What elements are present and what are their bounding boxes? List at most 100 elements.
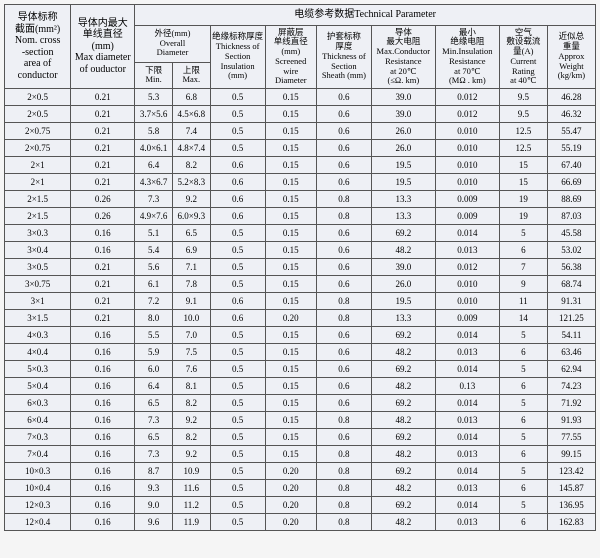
table-cell: 0.8: [316, 208, 371, 225]
col-current-rating: 空气敷设载流量(A)CurrentRatingat 40℃: [499, 25, 547, 89]
table-cell: 0.15: [265, 361, 316, 378]
table-cell: 0.5: [210, 225, 265, 242]
table-cell: 0.5: [210, 123, 265, 140]
table-cell: 4×0.3: [5, 327, 71, 344]
table-cell: 26.0: [371, 140, 435, 157]
table-cell: 5.8: [135, 123, 173, 140]
table-row: 3×0.750.216.17.80.50.150.626.00.010968.7…: [5, 276, 596, 293]
table-cell: 136.95: [547, 497, 595, 514]
table-cell: 0.15: [265, 191, 316, 208]
table-cell: 5: [499, 395, 547, 412]
col-min: 下限Min.: [135, 62, 173, 89]
table-cell: 66.69: [547, 174, 595, 191]
table-cell: 0.8: [316, 480, 371, 497]
table-cell: 0.16: [71, 344, 135, 361]
table-cell: 2×1.5: [5, 191, 71, 208]
table-cell: 11.2: [172, 497, 210, 514]
table-cell: 2×1.5: [5, 208, 71, 225]
table-cell: 69.2: [371, 327, 435, 344]
table-cell: 19.5: [371, 174, 435, 191]
table-cell: 10.0: [172, 310, 210, 327]
table-row: 4×0.30.165.57.00.50.150.669.20.014554.11: [5, 327, 596, 344]
table-row: 6×0.30.166.58.20.50.150.669.20.014571.92: [5, 395, 596, 412]
table-cell: 0.6: [210, 174, 265, 191]
table-cell: 0.21: [71, 174, 135, 191]
table-cell: 11.6: [172, 480, 210, 497]
table-cell: 0.6: [210, 208, 265, 225]
table-cell: 0.20: [265, 310, 316, 327]
table-cell: 11: [499, 293, 547, 310]
table-cell: 69.2: [371, 225, 435, 242]
table-cell: 0.5: [210, 378, 265, 395]
table-cell: 9.5: [499, 89, 547, 106]
table-cell: 0.6: [316, 259, 371, 276]
table-cell: 0.013: [435, 480, 499, 497]
table-cell: 0.8: [316, 191, 371, 208]
table-cell: 5.6: [135, 259, 173, 276]
table-cell: 12×0.4: [5, 514, 71, 531]
table-cell: 7.3: [135, 412, 173, 429]
table-cell: 5.9: [135, 344, 173, 361]
table-cell: 0.014: [435, 327, 499, 344]
col-insulation-thickness: 绝缘标称厚度Thickness ofSectionInsulation(mm): [210, 25, 265, 89]
col-approx-weight: 近似总重量ApproxWeight(kg/km): [547, 25, 595, 89]
table-cell: 7×0.4: [5, 446, 71, 463]
col-tech-param: 电缆参考数据Technical Parameter: [135, 5, 596, 26]
table-cell: 5.1: [135, 225, 173, 242]
table-cell: 14: [499, 310, 547, 327]
table-cell: 71.92: [547, 395, 595, 412]
table-cell: 9: [499, 276, 547, 293]
table-cell: 0.6: [210, 310, 265, 327]
table-cell: 0.21: [71, 276, 135, 293]
col-max-diameter: 导体内最大单线直径(mm)Max diameterof ouductor: [71, 5, 135, 89]
col-insulation-resistance: 最小绝缘电阻Min.InsulationResistanceat 70℃(MΩ …: [435, 25, 499, 89]
table-cell: 7.1: [172, 259, 210, 276]
table-cell: 0.6: [316, 157, 371, 174]
table-cell: 8.2: [172, 157, 210, 174]
table-cell: 5: [499, 497, 547, 514]
table-cell: 69.2: [371, 497, 435, 514]
table-cell: 0.16: [71, 497, 135, 514]
table-cell: 0.014: [435, 429, 499, 446]
table-cell: 0.6: [210, 157, 265, 174]
table-cell: 0.5: [210, 395, 265, 412]
table-cell: 0.20: [265, 463, 316, 480]
table-cell: 10×0.3: [5, 463, 71, 480]
table-cell: 4×0.4: [5, 344, 71, 361]
table-cell: 0.5: [210, 412, 265, 429]
table-cell: 0.16: [71, 463, 135, 480]
table-row: 2×1.50.264.9×7.66.0×9.30.60.150.813.30.0…: [5, 208, 596, 225]
table-cell: 0.6: [316, 327, 371, 344]
table-cell: 87.03: [547, 208, 595, 225]
table-cell: 0.20: [265, 480, 316, 497]
table-cell: 0.6: [210, 191, 265, 208]
table-cell: 0.5: [210, 106, 265, 123]
table-cell: 0.20: [265, 514, 316, 531]
table-row: 3×1.50.218.010.00.60.200.813.30.00914121…: [5, 310, 596, 327]
col-screened-wire: 屏蔽层单线直径(mm)ScreenedwireDiameter: [265, 25, 316, 89]
table-cell: 9.1: [172, 293, 210, 310]
table-row: 3×0.50.215.67.10.50.150.639.00.012756.38: [5, 259, 596, 276]
table-cell: 77.55: [547, 429, 595, 446]
table-cell: 0.6: [316, 242, 371, 259]
table-cell: 0.21: [71, 293, 135, 310]
table-cell: 39.0: [371, 89, 435, 106]
table-cell: 74.23: [547, 378, 595, 395]
table-cell: 0.012: [435, 259, 499, 276]
table-cell: 0.6: [316, 106, 371, 123]
table-cell: 55.47: [547, 123, 595, 140]
table-cell: 0.014: [435, 395, 499, 412]
table-cell: 7×0.3: [5, 429, 71, 446]
col-sheath-thickness: 护套标称厚度Thickness ofSectionSheath (mm): [316, 25, 371, 89]
table-cell: 0.8: [316, 293, 371, 310]
table-cell: 5: [499, 463, 547, 480]
table-cell: 0.15: [265, 293, 316, 310]
table-cell: 0.15: [265, 429, 316, 446]
table-cell: 63.46: [547, 344, 595, 361]
table-cell: 7.5: [172, 344, 210, 361]
table-row: 6×0.40.167.39.20.50.150.848.20.013691.93: [5, 412, 596, 429]
table-cell: 9.2: [172, 191, 210, 208]
table-cell: 48.2: [371, 412, 435, 429]
table-cell: 6.5: [135, 429, 173, 446]
table-cell: 8.1: [172, 378, 210, 395]
